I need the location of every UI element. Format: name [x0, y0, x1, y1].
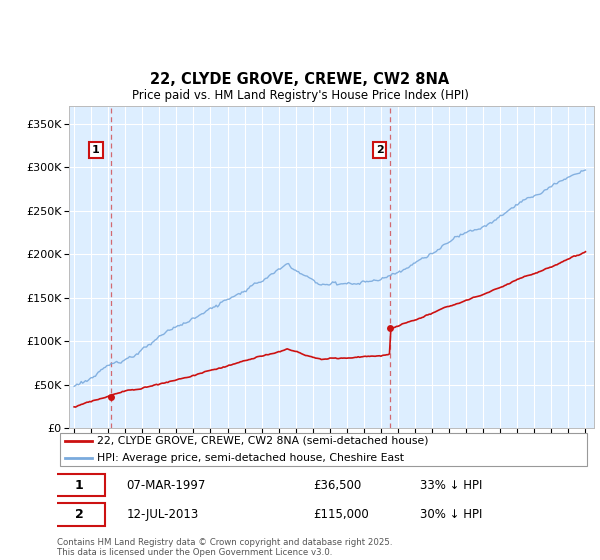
Text: 33% ↓ HPI: 33% ↓ HPI	[420, 479, 482, 492]
Text: 22, CLYDE GROVE, CREWE, CW2 8NA (semi-detached house): 22, CLYDE GROVE, CREWE, CW2 8NA (semi-de…	[97, 436, 428, 446]
Text: £115,000: £115,000	[313, 508, 369, 521]
FancyBboxPatch shape	[55, 474, 105, 496]
Text: 1: 1	[75, 479, 84, 492]
Text: 2: 2	[75, 508, 84, 521]
Text: 2: 2	[376, 145, 383, 155]
Text: £36,500: £36,500	[313, 479, 362, 492]
Text: 1: 1	[92, 145, 100, 155]
FancyBboxPatch shape	[55, 503, 105, 526]
Text: 22, CLYDE GROVE, CREWE, CW2 8NA: 22, CLYDE GROVE, CREWE, CW2 8NA	[151, 72, 449, 87]
Text: 07-MAR-1997: 07-MAR-1997	[127, 479, 206, 492]
Text: Price paid vs. HM Land Registry's House Price Index (HPI): Price paid vs. HM Land Registry's House …	[131, 89, 469, 102]
Text: 12-JUL-2013: 12-JUL-2013	[127, 508, 199, 521]
Text: 30% ↓ HPI: 30% ↓ HPI	[420, 508, 482, 521]
FancyBboxPatch shape	[59, 433, 587, 466]
Text: Contains HM Land Registry data © Crown copyright and database right 2025.
This d: Contains HM Land Registry data © Crown c…	[57, 538, 392, 557]
Text: HPI: Average price, semi-detached house, Cheshire East: HPI: Average price, semi-detached house,…	[97, 453, 404, 463]
